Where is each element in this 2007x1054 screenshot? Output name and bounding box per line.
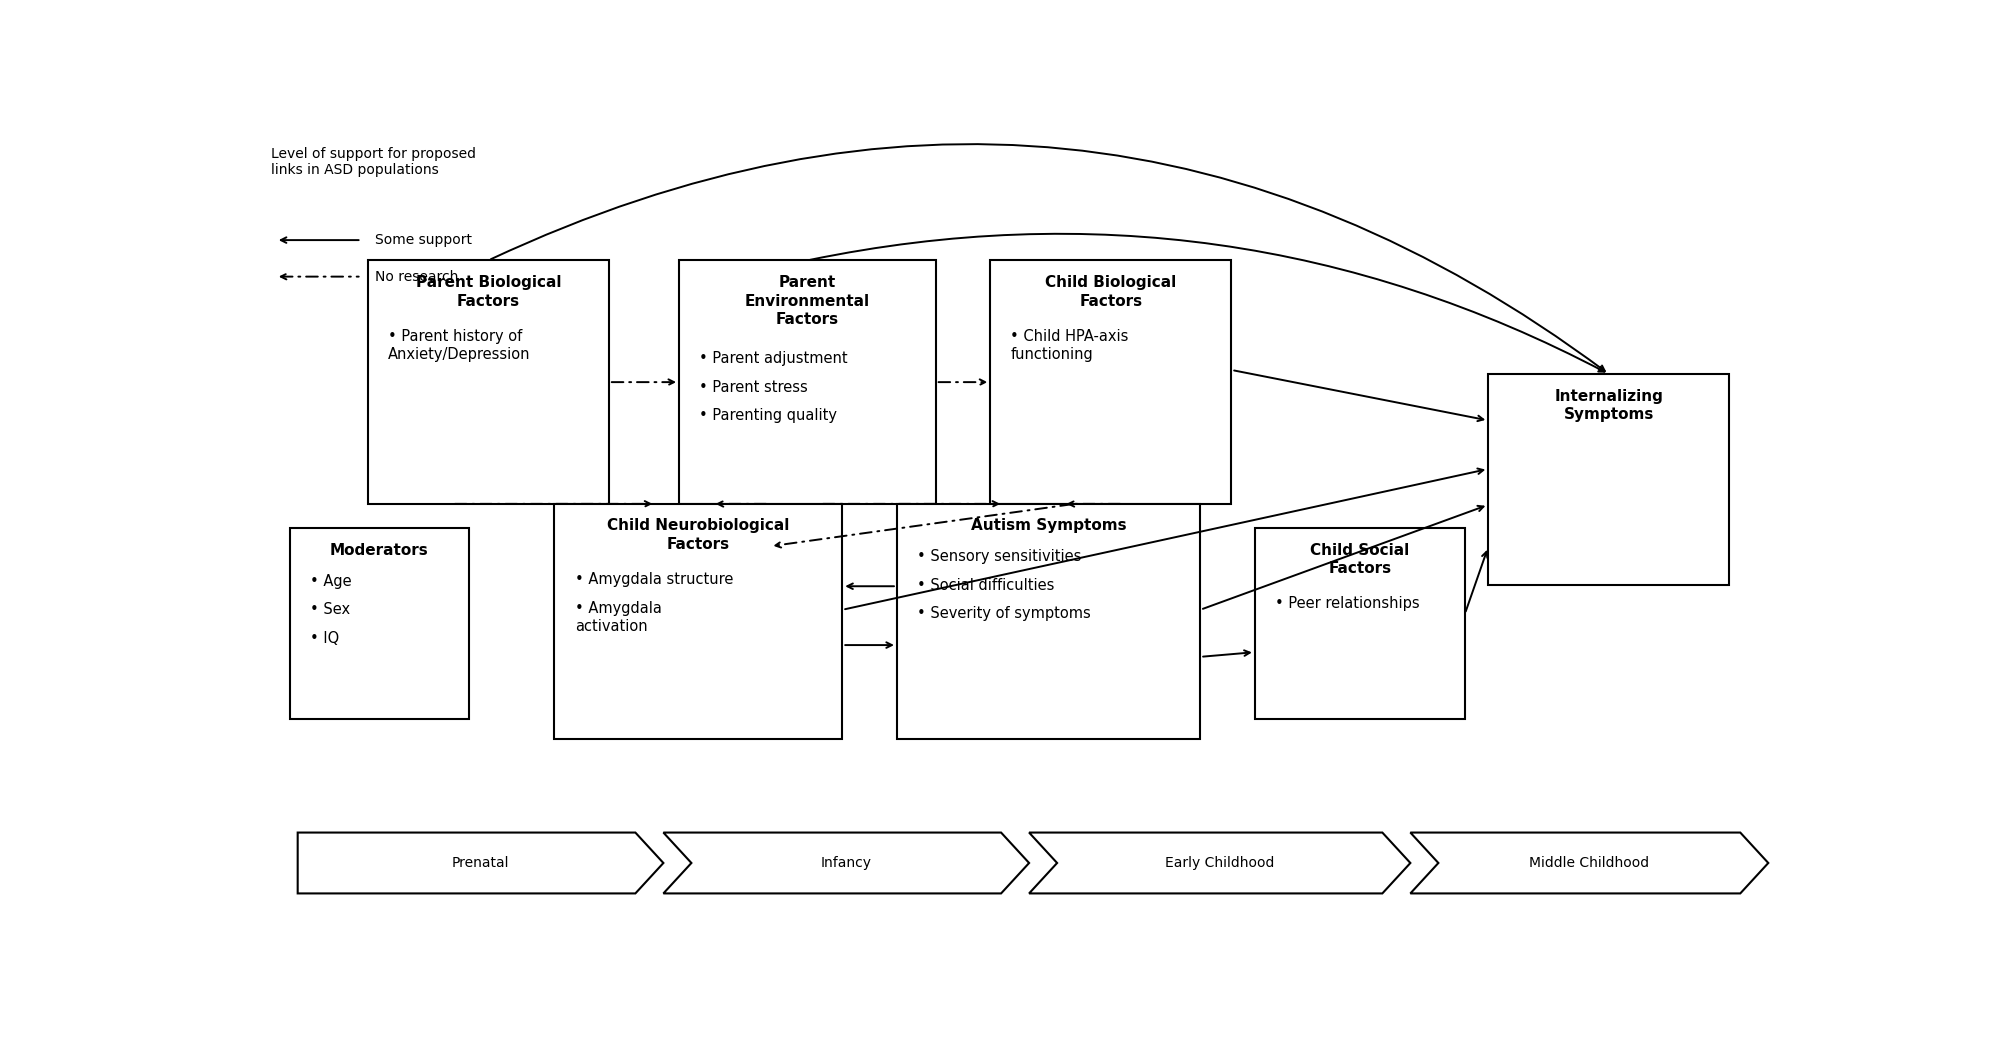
Text: • Child HPA-axis
functioning: • Child HPA-axis functioning	[1010, 329, 1128, 363]
Text: • Severity of symptoms: • Severity of symptoms	[917, 606, 1090, 622]
Polygon shape	[1030, 833, 1409, 894]
Text: • Sensory sensitivities: • Sensory sensitivities	[917, 549, 1082, 564]
FancyBboxPatch shape	[678, 260, 935, 504]
FancyBboxPatch shape	[897, 504, 1200, 739]
Text: • Social difficulties: • Social difficulties	[917, 578, 1054, 593]
Text: • Parenting quality: • Parenting quality	[698, 408, 837, 424]
Text: Some support: Some support	[375, 233, 472, 247]
Text: Child Social
Factors: Child Social Factors	[1309, 543, 1409, 577]
Text: Parent Biological
Factors: Parent Biological Factors	[415, 275, 560, 309]
FancyBboxPatch shape	[1487, 374, 1728, 585]
Text: Moderators: Moderators	[329, 543, 429, 558]
FancyBboxPatch shape	[989, 260, 1230, 504]
Polygon shape	[662, 833, 1030, 894]
FancyBboxPatch shape	[1254, 528, 1465, 719]
Text: • Parent adjustment: • Parent adjustment	[698, 351, 847, 367]
Text: • Parent history of
Anxiety/Depression: • Parent history of Anxiety/Depression	[387, 329, 530, 363]
Polygon shape	[297, 833, 662, 894]
FancyBboxPatch shape	[367, 260, 608, 504]
Text: Internalizing
Symptoms: Internalizing Symptoms	[1553, 389, 1662, 423]
Polygon shape	[1409, 833, 1768, 894]
Text: • IQ: • IQ	[309, 630, 339, 646]
Text: Prenatal: Prenatal	[452, 856, 510, 870]
Text: • Sex: • Sex	[309, 602, 349, 618]
Text: Level of support for proposed
links in ASD populations: Level of support for proposed links in A…	[271, 147, 476, 177]
Text: • Peer relationships: • Peer relationships	[1274, 597, 1419, 611]
Text: Autism Symptoms: Autism Symptoms	[969, 519, 1126, 533]
Text: Child Neurobiological
Factors: Child Neurobiological Factors	[606, 519, 789, 552]
Text: • Amygdala
activation: • Amygdala activation	[574, 601, 660, 635]
Text: Infancy: Infancy	[821, 856, 871, 870]
FancyBboxPatch shape	[554, 504, 843, 739]
Text: • Amygdala structure: • Amygdala structure	[574, 572, 733, 587]
Text: Early Childhood: Early Childhood	[1164, 856, 1274, 870]
Text: Parent
Environmental
Factors: Parent Environmental Factors	[745, 275, 869, 327]
Text: Middle Childhood: Middle Childhood	[1529, 856, 1648, 870]
FancyBboxPatch shape	[289, 528, 470, 719]
Text: • Parent stress: • Parent stress	[698, 379, 807, 395]
Text: Child Biological
Factors: Child Biological Factors	[1046, 275, 1176, 309]
Text: • Age: • Age	[309, 573, 351, 589]
Text: No research: No research	[375, 270, 460, 284]
